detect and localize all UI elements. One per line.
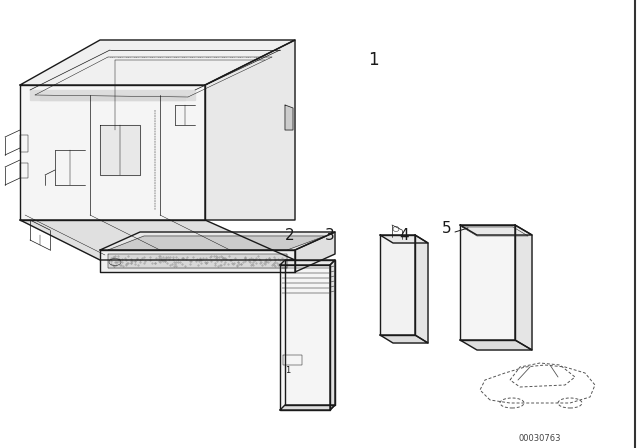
Polygon shape	[285, 105, 293, 130]
Polygon shape	[108, 254, 287, 268]
Polygon shape	[100, 250, 295, 272]
Polygon shape	[20, 85, 205, 220]
Polygon shape	[280, 405, 335, 410]
Polygon shape	[460, 340, 532, 350]
Text: 2: 2	[285, 228, 295, 242]
Text: 4: 4	[399, 228, 409, 242]
Polygon shape	[280, 260, 335, 265]
Polygon shape	[108, 236, 325, 250]
Polygon shape	[295, 232, 335, 272]
Polygon shape	[280, 265, 330, 410]
Text: 1: 1	[285, 366, 291, 375]
Polygon shape	[30, 90, 195, 100]
Polygon shape	[380, 335, 428, 343]
Polygon shape	[100, 232, 335, 250]
Polygon shape	[20, 40, 295, 85]
Text: 3: 3	[325, 228, 335, 242]
Polygon shape	[20, 220, 295, 260]
Polygon shape	[100, 125, 140, 175]
Text: 00030763: 00030763	[519, 434, 561, 443]
Polygon shape	[460, 225, 515, 340]
Polygon shape	[380, 235, 428, 243]
Text: 1: 1	[368, 51, 378, 69]
Polygon shape	[380, 235, 415, 335]
Polygon shape	[515, 225, 532, 350]
Polygon shape	[205, 40, 295, 220]
Polygon shape	[415, 235, 428, 343]
Polygon shape	[285, 260, 335, 405]
Polygon shape	[330, 260, 335, 410]
Polygon shape	[40, 95, 185, 100]
Text: 5: 5	[442, 220, 452, 236]
Polygon shape	[460, 225, 532, 235]
